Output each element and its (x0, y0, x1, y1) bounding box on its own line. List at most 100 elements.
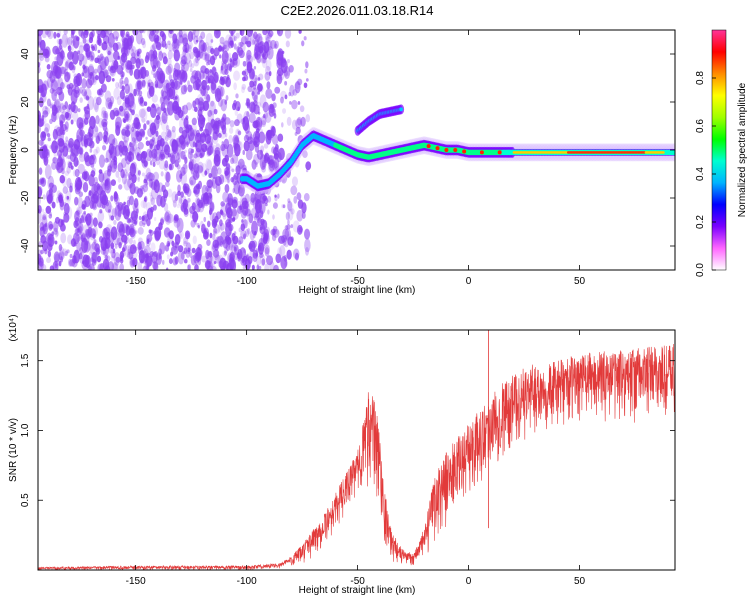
spectrogram-noise-speck (137, 227, 144, 235)
spectrogram-noise-speck (256, 206, 264, 219)
spectrogram-noise-speck (44, 106, 48, 110)
spectrogram-noise-speck (165, 65, 172, 75)
spectrogram-noise-speck (99, 209, 103, 214)
spectrogram-noise-speck (190, 219, 196, 228)
spectrogram-noise-speck (66, 195, 70, 200)
spectrogram-noise-speck (266, 129, 272, 141)
spectrogram-noise-speck (98, 221, 103, 229)
spectrogram-noise-speck (212, 131, 219, 141)
spectrogram-noise-speck (179, 79, 183, 85)
spectrogram-noise-speck (59, 198, 65, 208)
spectrogram-noise-speck (230, 59, 235, 68)
spectrogram-noise-speck (164, 211, 170, 222)
spectrogram-noise-speck (130, 215, 134, 220)
spectrogram-noise-speck (153, 73, 156, 79)
spectrogram-noise-speck (277, 247, 282, 258)
spectrogram-noise-speck (248, 68, 255, 81)
spectrogram-noise-speck (121, 173, 127, 185)
spectrogram-noise-speck (191, 30, 196, 35)
spectrogram-noise-speck (298, 30, 302, 34)
spectrogram-noise-speck (205, 158, 212, 171)
spectrogram-noise-speck (131, 150, 137, 161)
spectrogram-noise-speck (195, 56, 199, 64)
spectrogram-noise-speck (55, 126, 63, 137)
spectrogram-noise-speck (289, 100, 292, 105)
spectrogram-noise-speck (271, 108, 277, 116)
spectrogram-noise-speck (88, 36, 94, 44)
spectrogram-noise-speck (117, 176, 121, 183)
spectrogram-noise-speck (214, 89, 218, 97)
spectrogram-noise-speck (189, 252, 193, 259)
spectrogram-noise-speck (107, 65, 112, 72)
spectrogram-noise-speck (241, 86, 245, 94)
spectrogram-noise-speck (121, 36, 126, 43)
spectrogram-noise-speck (66, 177, 72, 189)
spectrogram-noise-speck (158, 50, 164, 61)
spectrogram-noise-speck (47, 30, 54, 40)
spectrogram-noise-speck (236, 181, 242, 191)
spectrogram-noise-speck (201, 52, 207, 61)
spectrogram-noise-speck (150, 69, 156, 76)
spectrogram-noise-speck (217, 254, 224, 264)
spectrogram-noise-speck (40, 249, 44, 255)
colorbar-ticks: 0.0 0.2 0.4 0.6 0.8 (695, 71, 716, 277)
spectrogram-noise-speck (47, 243, 53, 252)
spectrogram-noise-speck (284, 30, 292, 39)
spectrogram-noise-speck (212, 233, 216, 241)
spectrogram-noise-speck (66, 72, 71, 80)
spectrogram-noise-speck (151, 103, 155, 109)
spectrogram-noise-speck (145, 140, 150, 147)
spectrogram-noise-speck (206, 185, 212, 195)
spectrogram-noise-speck (190, 148, 195, 154)
spectrogram-noise-speck (243, 248, 246, 254)
spectrogram-noise-speck (108, 133, 116, 146)
spectrogram-noise-speck (173, 80, 181, 90)
spectrogram-noise-speck (295, 118, 302, 129)
spectrogram-noise-speck (187, 147, 194, 155)
spectrogram-noise-speck (266, 81, 271, 90)
spectrogram-noise-speck (146, 201, 152, 213)
spectrogram-noise-speck (90, 55, 94, 61)
spectrogram-noise-speck (174, 96, 178, 100)
spectrogram-noise-speck (172, 33, 178, 44)
spectrogram-noise-speck (39, 177, 44, 184)
spectrogram-noise-speck (230, 245, 236, 253)
spectrogram-noise-speck (114, 195, 117, 200)
spectrogram-noise-speck (195, 129, 200, 137)
spectrogram-noise-speck (155, 35, 162, 48)
spectrogram-noise-speck (128, 237, 133, 245)
spectrogram-noise-speck (118, 223, 126, 237)
spectrogram-noise-speck (223, 40, 230, 52)
spectrogram-noise-speck (157, 113, 162, 123)
spectrogram-noise-speck (280, 90, 287, 99)
spectrogram-noise-speck (247, 227, 251, 235)
spectrogram-noise-speck (165, 135, 169, 142)
spectrogram-noise-speck (75, 36, 80, 42)
spectrogram-noise-speck (213, 154, 221, 167)
spectrogram-noise-speck (186, 232, 190, 238)
spectrogram-trace-peak (661, 151, 665, 154)
spectrogram-noise-speck (213, 47, 220, 57)
spectrogram-noise-speck (137, 177, 140, 182)
spectrogram-noise-speck (59, 175, 66, 184)
spectrogram-noise-speck (141, 150, 148, 159)
spectrogram-noise-speck (167, 40, 171, 46)
spectrogram-noise-speck (233, 144, 238, 150)
spectrogram-noise-speck (151, 94, 158, 103)
spectrogram-noise-speck (209, 45, 214, 53)
spectrogram-noise-speck (166, 57, 172, 66)
spectrogram-noise-speck (219, 117, 226, 131)
spectrogram-noise-speck (95, 135, 100, 144)
spectrogram-noise-speck (200, 193, 207, 203)
spectrogram-noise-speck (199, 132, 207, 144)
spectrogram-noise-speck (78, 41, 84, 48)
spectrogram-noise-speck (272, 202, 278, 209)
spectrogram-noise-speck (232, 235, 239, 245)
spectrogram-noise-speck (200, 202, 206, 209)
spectrogram-noise-speck (66, 112, 70, 119)
spectrogram-noise-speck (273, 113, 277, 119)
spectrogram-noise-speck (235, 32, 240, 39)
spectrogram-noise-speck (303, 193, 310, 202)
spectrogram-noise-speck (127, 118, 131, 123)
spectrogram-noise-speck (127, 248, 131, 255)
